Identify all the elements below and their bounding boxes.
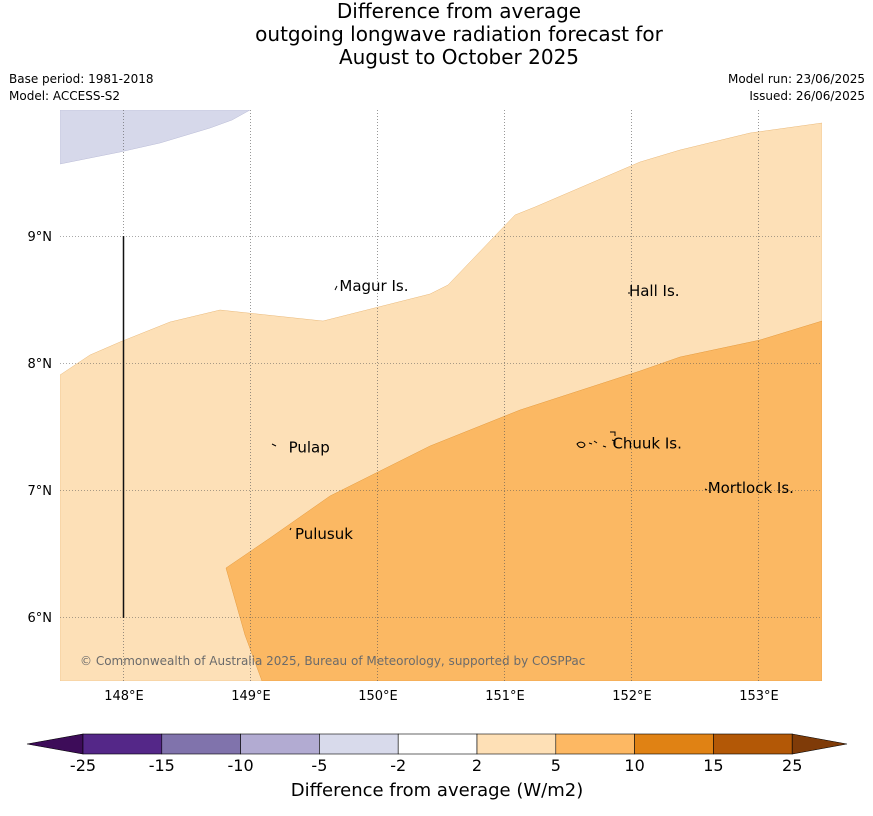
colorbar-label-2: -10 <box>227 756 254 775</box>
colorbar-label-7: 10 <box>624 756 645 775</box>
colorbar-segment-1 <box>82 733 163 755</box>
model-run: Model run: 23/06/2025 <box>727 72 865 86</box>
chuuk-island-shape-4 <box>602 445 607 448</box>
colorbar-title: Difference from average (W/m2) <box>290 780 584 801</box>
lon-tick-153: 153°E <box>739 689 779 704</box>
lon-tick-labels: 148°E 149°E 150°E 151°E 152°E 153°E <box>104 689 779 704</box>
place-label-chuuk-is: Chuuk Is. <box>612 435 681 453</box>
place-label-mortlock-is: Mortlock Is. <box>708 479 794 497</box>
colorbar-segment-6 <box>476 733 557 755</box>
chuuk-island-shape-1 <box>576 441 586 448</box>
place-label-pulusuk: Pulusuk <box>295 525 353 543</box>
colorbar-label-5: 2 <box>471 756 483 775</box>
lon-tick-152: 152°E <box>612 689 652 704</box>
pulap-island-shape <box>271 443 277 447</box>
title-line-2: outgoing longwave radiation forecast for <box>255 22 663 46</box>
lat-tick-7: 7°N <box>28 484 53 499</box>
colorbar-label-4: -2 <box>390 756 407 775</box>
base-period: Base period: 1981-2018 <box>9 72 154 86</box>
chuuk-island-shape-3 <box>593 440 598 444</box>
colorbar-segment-5 <box>397 733 478 755</box>
anomaly-region-minus5-to-minus2 <box>60 110 251 165</box>
title-line-3: August to October 2025 <box>338 45 580 69</box>
place-label-pulap: Pulap <box>289 438 330 456</box>
chuuk-island-shape-2 <box>588 442 593 445</box>
lat-tick-6: 6°N <box>28 611 53 626</box>
colorbar-label-8: 15 <box>703 756 724 775</box>
colorbar-extend-low <box>26 733 84 755</box>
meta-right: Model run: 23/06/2025 Issued: 26/06/2025 <box>728 71 865 105</box>
magur-island-shape <box>334 285 338 291</box>
chuuk-island-shape-5 <box>610 431 616 445</box>
mortlock-island-shape <box>704 488 708 491</box>
island-outlines <box>271 285 708 531</box>
colorbar-segment-2 <box>161 733 241 755</box>
colorbar-label-1: -15 <box>148 756 175 775</box>
place-label-magur-is: Magur Is. <box>339 277 408 295</box>
copyright-note: © Commonwealth of Australia 2025, Bureau… <box>80 654 585 668</box>
model-name: Model: ACCESS-S2 <box>9 89 121 103</box>
lat-tick-9: 9°N <box>28 230 53 245</box>
colorbar-extend-high <box>791 733 848 755</box>
colorbar-segment-9 <box>713 733 793 755</box>
anomaly-region-5-to-10 <box>225 320 822 681</box>
lon-tick-150: 150°E <box>358 689 398 704</box>
colorbar <box>26 733 848 755</box>
colorbar-segment-7 <box>555 733 635 755</box>
place-labels: Magur Is. Hall Is. Pulap Chuuk Is. Mortlock … <box>289 277 794 543</box>
chart-title: Difference from average outgoing longwav… <box>0 0 873 69</box>
colorbar-segment-8 <box>634 733 714 755</box>
map-area: © Commonwealth of Australia 2025, Bureau… <box>60 110 822 681</box>
lon-tick-148: 148°E <box>104 689 144 704</box>
title-line-1: Difference from average <box>336 0 582 23</box>
colorbar-label-6: 5 <box>550 756 561 775</box>
place-label-hall-is: Hall Is. <box>629 282 680 300</box>
lon-tick-149: 149°E <box>231 689 271 704</box>
colorbar-segment-4 <box>319 733 399 755</box>
colorbar-segment-3 <box>240 733 320 755</box>
meta-left: Base period: 1981-2018 Model: ACCESS-S2 <box>9 71 154 105</box>
colorbar-label-0: -25 <box>69 756 97 775</box>
lat-tick-8: 8°N <box>28 357 53 372</box>
colorbar-label-9: 25 <box>782 756 803 775</box>
issued-date: Issued: 26/06/2025 <box>749 89 865 103</box>
lon-tick-151: 151°E <box>485 689 525 704</box>
pulusuk-island-shape <box>289 527 292 531</box>
colorbar-label-3: -5 <box>311 756 328 775</box>
lat-tick-labels: 9°N 8°N 7°N 6°N <box>28 230 53 626</box>
